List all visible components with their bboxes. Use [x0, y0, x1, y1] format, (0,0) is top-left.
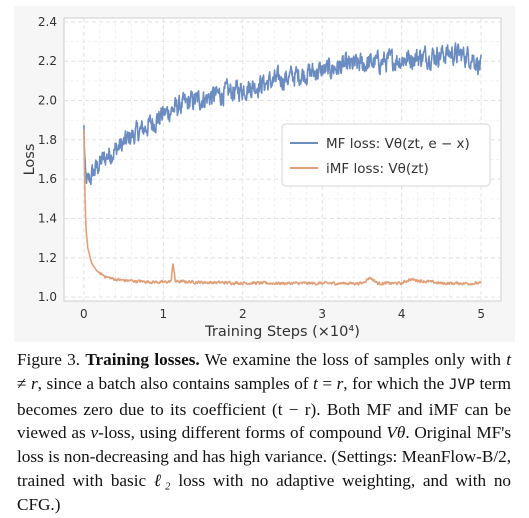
caption-text-8: loss with no adaptive weighting, and wit…	[17, 470, 512, 514]
math-l2: ℓ₂	[153, 470, 171, 490]
caption-text-5: . Both MF and iMF can be viewed as	[17, 399, 512, 443]
math-v-theta: Vθ	[386, 423, 406, 443]
math-t: t	[506, 350, 512, 369]
caption-text-1: We examine the loss of samples only with	[204, 350, 501, 369]
x-tick-label: 4	[398, 307, 406, 321]
x-tick-label: 5	[477, 307, 485, 321]
y-tick-label: 1.8	[38, 133, 57, 147]
math-neq: ≠	[17, 373, 27, 393]
y-axis-label: Loss	[22, 144, 38, 176]
math-r: r	[30, 373, 38, 393]
x-tick-label: 0	[80, 307, 88, 321]
x-tick-label: 2	[239, 307, 247, 321]
y-tick-label: 1.2	[38, 251, 57, 265]
legend-label: iMF loss: Vθ(zt)	[326, 161, 429, 177]
mf-loss-line	[83, 42, 482, 186]
y-tick-label: 1.0	[38, 290, 57, 304]
math-coefficient: (t − r)	[272, 399, 317, 419]
y-tick-label: 1.4	[38, 211, 57, 225]
caption-text-7: . Original MF's loss is non-decreasing a…	[17, 423, 512, 490]
caption-title: Training losses.	[85, 350, 200, 369]
y-tick-label: 1.6	[38, 172, 57, 186]
caption-text-6: -loss, using different forms of compound	[98, 423, 382, 443]
caption-text-3: , for which the	[343, 373, 445, 393]
chart-svg: 0 1 2 3 4 5 1.0 1.2 1.4 1.6 1.8 2.0 2.2 2.4 Training S…	[14, 6, 515, 342]
legend-box	[281, 123, 491, 187]
figure-label: Figure 3.	[17, 350, 81, 369]
legend-label: MF loss: Vθ(zt, e − x)	[326, 136, 470, 152]
math-eq-t: t	[313, 373, 318, 393]
math-eq-r: r	[336, 373, 344, 393]
y-tick-label: 2.2	[38, 54, 57, 68]
figure-caption: Figure 3. Training losses. We examine th…	[17, 348, 511, 517]
x-tick-label: 1	[159, 307, 167, 321]
imf-loss-line	[83, 129, 482, 286]
math-v: v	[90, 423, 99, 443]
y-tick-label: 2.0	[38, 94, 57, 108]
jvp-code: JVP	[448, 376, 475, 393]
y-tick-label: 2.4	[38, 15, 57, 29]
x-tick-label: 3	[318, 307, 326, 321]
training-loss-chart: 0 1 2 3 4 5 1.0 1.2 1.4 1.6 1.8 2.0 2.2 2.4 Training S…	[14, 6, 515, 342]
x-axis-label: Training Steps (×10⁴)	[204, 324, 360, 340]
caption-text-2: , since a batch also contains samples of	[37, 373, 309, 393]
caption-text-4: term becomes zero due to its coefficient	[17, 373, 511, 419]
math-eq-sign: =	[322, 373, 333, 393]
